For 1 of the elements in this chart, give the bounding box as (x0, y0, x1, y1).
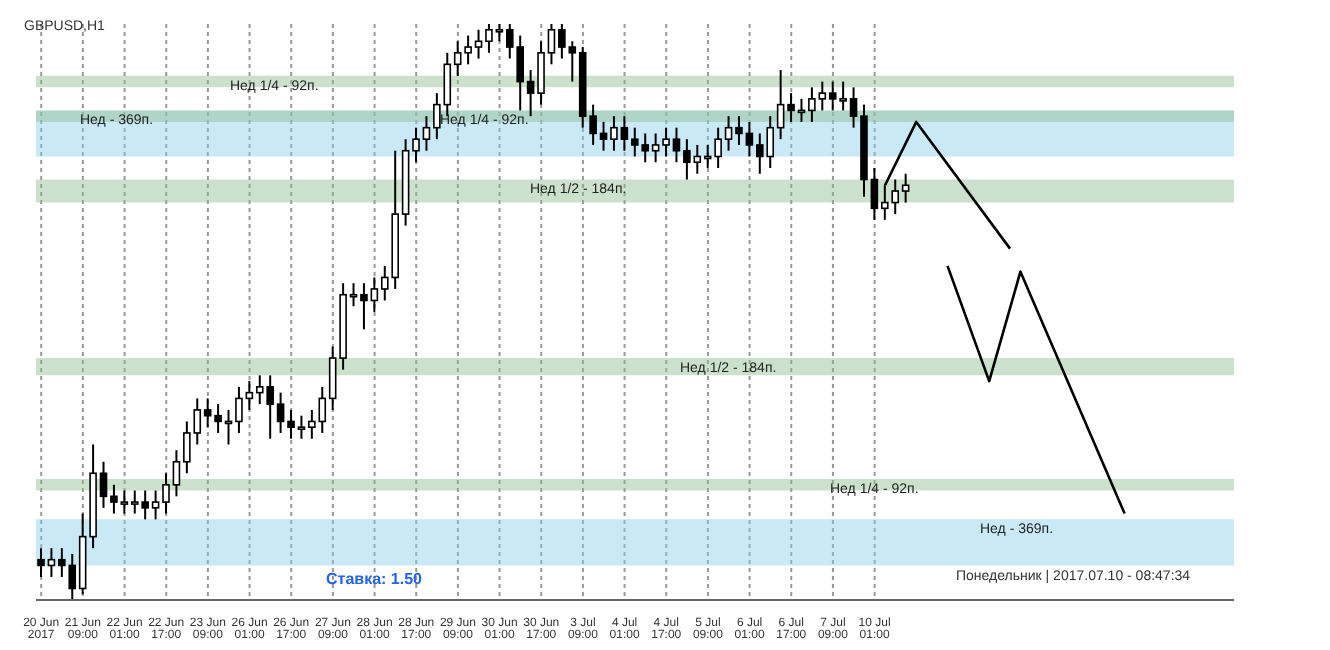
annotation: Ставка: 1.50 (326, 570, 422, 588)
